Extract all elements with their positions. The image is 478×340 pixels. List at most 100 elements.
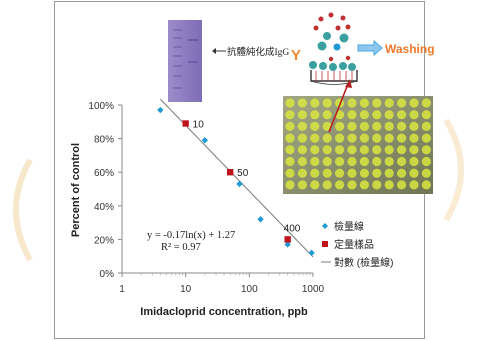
well-schematic <box>309 12 358 85</box>
x-tick-label: 1 <box>119 284 125 295</box>
plate-well <box>347 145 357 155</box>
calibration-point <box>284 241 291 248</box>
plate-well <box>297 110 307 120</box>
plate-well <box>397 121 407 131</box>
plate-well <box>285 168 295 178</box>
plate-well <box>322 133 332 143</box>
x-tick-label: 1000 <box>302 284 325 295</box>
plate-well <box>347 110 357 120</box>
plate-well <box>372 133 382 143</box>
plate-well <box>421 180 431 190</box>
sample-point <box>182 120 189 127</box>
legend-marker <box>322 241 328 247</box>
legend-label: 檢量線 <box>334 220 364 233</box>
plate-well <box>409 145 419 155</box>
plate-well <box>285 180 295 190</box>
plate-well <box>359 145 369 155</box>
sample-point-label: 400 <box>284 223 301 234</box>
x-axis-title: Imidacloprid concentration, ppb <box>140 306 308 318</box>
plate-well <box>397 133 407 143</box>
plate-well <box>397 168 407 178</box>
plate-well <box>322 98 332 108</box>
plate-well <box>409 133 419 143</box>
plate-well <box>421 98 431 108</box>
sample-point-label: 10 <box>193 119 205 130</box>
x-tick-label: 10 <box>180 284 192 295</box>
plate-well <box>322 180 332 190</box>
x-tick-label: 100 <box>241 284 258 295</box>
calibration-point <box>236 180 243 188</box>
watermark-left <box>13 158 33 262</box>
washing-arrow-icon <box>357 39 383 57</box>
plate-well <box>347 133 357 143</box>
elisa-plate-photo <box>283 96 433 194</box>
plate-well <box>409 156 419 167</box>
legend-label: 定量樣品 <box>334 238 374 251</box>
plate-well <box>359 168 369 178</box>
plate-well <box>285 121 295 131</box>
y-tick-label: 100% <box>88 101 114 112</box>
plate-well <box>335 168 345 178</box>
plate-well <box>310 145 320 155</box>
plate-well <box>372 121 382 131</box>
plate-well <box>359 121 369 131</box>
plate-well <box>397 110 407 120</box>
plate-well <box>384 156 394 167</box>
plate-well <box>384 180 394 190</box>
calibration-point <box>201 137 209 144</box>
plate-well <box>310 110 320 120</box>
plate-well <box>310 121 320 131</box>
plate-well <box>310 133 320 143</box>
plate-well <box>285 133 295 143</box>
gel-label: 抗體純化成IgG <box>227 46 289 58</box>
sample-point <box>226 169 234 176</box>
plate-well <box>372 145 382 155</box>
plate-well <box>384 145 394 155</box>
plate-well <box>297 133 307 143</box>
y-tick-label: 60% <box>94 168 114 179</box>
plate-well <box>322 156 332 167</box>
plate-well <box>359 110 369 120</box>
plate-well <box>372 98 382 108</box>
plate-well <box>335 156 345 167</box>
y-tick-label: 20% <box>94 235 114 246</box>
plate-well <box>347 180 357 190</box>
plate-well <box>297 156 307 167</box>
plate-well <box>335 121 345 131</box>
plate-well <box>384 133 394 143</box>
plate-well <box>335 180 345 190</box>
plate-well <box>409 110 419 120</box>
chart-marks: 10 50 400 <box>157 106 315 257</box>
calibration-point <box>308 249 315 257</box>
legend-marker <box>322 223 328 229</box>
plate-well <box>322 110 332 120</box>
sample-point <box>284 236 291 243</box>
calibration-point <box>257 216 264 223</box>
plate-well <box>335 145 345 155</box>
plate-well <box>285 110 295 120</box>
y-tick-label: 40% <box>94 202 114 213</box>
plate-well <box>322 145 332 155</box>
y-tick-label: 0% <box>100 269 115 280</box>
plate-well <box>372 156 382 167</box>
plate-well <box>384 168 394 178</box>
plate-well <box>421 121 431 131</box>
calibration-point <box>157 106 164 114</box>
plate-well <box>297 98 307 108</box>
plate-well <box>397 180 407 190</box>
legend-label: 對數 (檢量線) <box>334 256 393 269</box>
plate-well <box>409 168 419 178</box>
axes: 0% 20% 40% 60% 80% 100% 1 10 100 1000 <box>88 101 324 295</box>
plate-well <box>409 121 419 131</box>
plate-well <box>347 98 357 108</box>
plate-well <box>409 98 419 108</box>
y-axis-title: Percent of control <box>70 143 82 237</box>
plate-well <box>285 98 295 108</box>
plate-well <box>421 110 431 120</box>
plate-well <box>359 133 369 143</box>
plate-well <box>372 180 382 190</box>
plate-well <box>310 98 320 108</box>
plate-well <box>384 98 394 108</box>
plate-well <box>322 168 332 178</box>
